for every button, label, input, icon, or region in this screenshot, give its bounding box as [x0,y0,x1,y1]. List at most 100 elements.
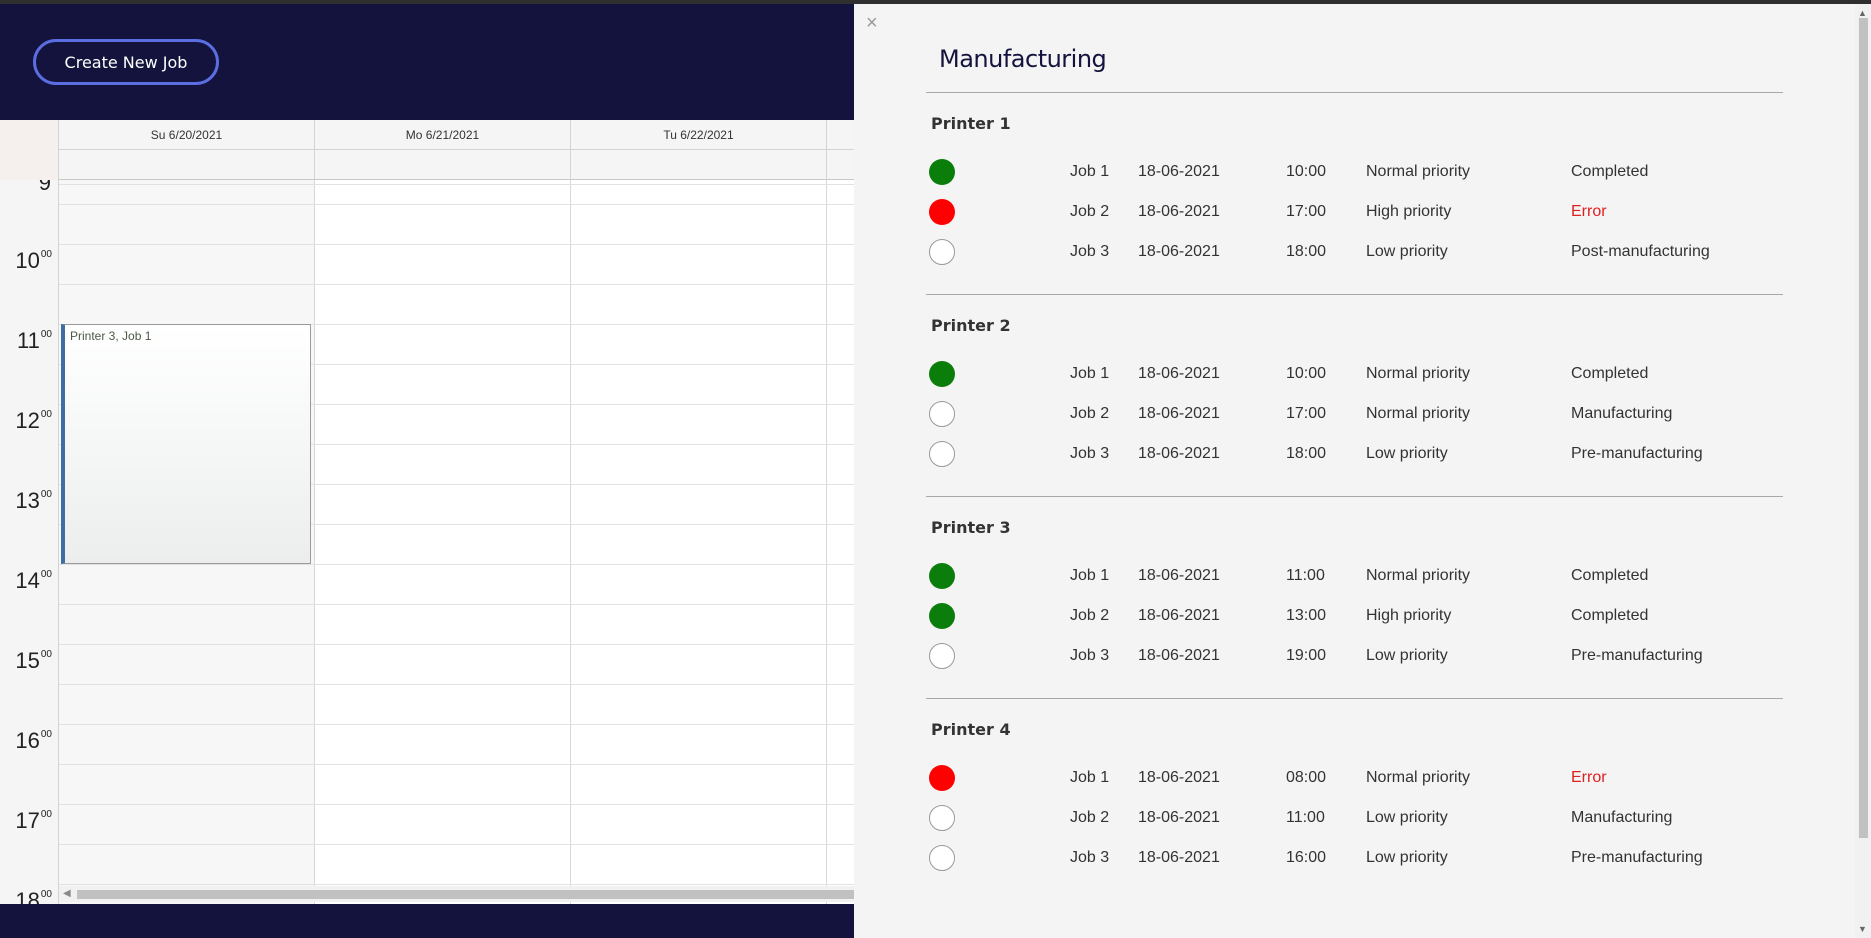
grid-line [59,364,854,365]
status-indicator-icon[interactable] [929,401,955,427]
job-row[interactable]: Job 2 18-06-2021 13:00 High priority Complet… [854,602,1854,634]
grid-line [59,604,854,605]
status-indicator-icon[interactable] [929,159,955,185]
day-header-next [827,120,854,150]
job-row[interactable]: Job 3 18-06-2021 18:00 Low priority Pre-manu… [854,440,1854,472]
job-priority: Normal priority [1366,405,1471,422]
day-header-tuesday[interactable]: Tu 6/22/2021 [571,120,827,150]
grid-line [59,684,854,685]
job-row[interactable]: Job 3 18-06-2021 16:00 Low priority Pre-manu… [854,844,1854,876]
close-icon[interactable]: × [866,12,878,34]
job-date: 18-06-2021 [1138,607,1220,624]
grid-line [59,844,854,845]
job-priority: Low priority [1366,647,1448,664]
job-time: 18:00 [1286,445,1327,462]
all-day-cell[interactable] [59,150,315,180]
section-divider [926,698,1783,699]
grid-line [59,204,854,205]
grid-line [59,884,854,885]
printer-name: Printer 4 [931,720,1011,739]
job-row[interactable]: Job 2 18-06-2021 17:00 High priority Error [854,198,1854,230]
status-indicator-icon[interactable] [929,239,955,265]
scroll-left-icon[interactable]: ◀ [63,888,71,899]
all-day-cell[interactable] [571,150,827,180]
job-row[interactable]: Job 2 18-06-2021 11:00 Low priority Manufact… [854,804,1854,836]
job-name: Job 3 [1070,243,1110,260]
calendar-event[interactable]: Printer 3, Job 1 [61,324,311,564]
job-date: 18-06-2021 [1138,203,1220,220]
job-priority: Low priority [1366,849,1448,866]
section-divider [926,294,1783,295]
job-time: 19:00 [1286,647,1327,664]
job-name: Job 1 [1070,567,1110,584]
job-time: 10:00 [1286,163,1327,180]
job-time: 17:00 [1286,203,1327,220]
job-date: 18-06-2021 [1138,567,1220,584]
job-date: 18-06-2021 [1138,163,1220,180]
manufacturing-panel: × Manufacturing Printer 1 Job 1 18-06-2021… [854,4,1871,938]
printer-name: Printer 3 [931,518,1011,537]
job-date: 18-06-2021 [1138,365,1220,382]
job-name: Job 2 [1070,405,1110,422]
day-column-monday[interactable] [315,180,571,904]
job-name: Job 3 [1070,445,1110,462]
job-row[interactable]: Job 1 18-06-2021 11:00 Normal priority Compl… [854,562,1854,594]
day-header-sunday[interactable]: Su 6/20/2021 [59,120,315,150]
job-row[interactable]: Job 1 18-06-2021 10:00 Normal priority Compl… [854,158,1854,190]
job-priority: High priority [1366,203,1452,220]
job-row[interactable]: Job 1 18-06-2021 10:00 Normal priority Compl… [854,360,1854,392]
scheduler-view: Create New Job Su 6/20/2021 Mo 6/21/2021… [0,4,854,938]
job-time: 11:00 [1286,567,1325,584]
status-indicator-icon[interactable] [929,563,955,589]
app-footer [0,904,854,938]
job-priority: Low priority [1366,243,1448,260]
status-indicator-icon[interactable] [929,361,955,387]
scroll-down-icon[interactable]: ▼ [1858,924,1867,934]
vertical-scrollbar[interactable]: ▲ ▼ [1855,4,1871,938]
grid-line [59,404,854,405]
job-priority: High priority [1366,607,1452,624]
hour-label: 1500 [15,648,52,673]
horizontal-scrollbar[interactable]: ◀ [59,886,854,902]
scroll-up-icon[interactable]: ▲ [1858,8,1867,18]
calendar-corner [0,120,59,180]
printer-name: Printer 2 [931,316,1011,335]
job-status: Completed [1571,607,1649,624]
scrollbar-thumb[interactable] [1859,18,1868,838]
job-row[interactable]: Job 3 18-06-2021 19:00 Low priority Pre-manu… [854,642,1854,674]
panel-title: Manufacturing [939,45,1107,73]
grid-line [59,644,854,645]
job-time: 17:00 [1286,405,1327,422]
status-indicator-icon[interactable] [929,199,955,225]
create-new-job-button[interactable]: Create New Job [33,39,219,85]
job-priority: Normal priority [1366,567,1471,584]
job-name: Job 1 [1070,163,1110,180]
grid-line [59,524,854,525]
day-column-tuesday[interactable] [571,180,827,904]
status-indicator-icon[interactable] [929,603,955,629]
status-indicator-icon[interactable] [929,441,955,467]
section-divider [926,496,1783,497]
status-indicator-icon[interactable] [929,643,955,669]
job-status: Pre-manufacturing [1571,647,1703,664]
job-name: Job 1 [1070,365,1110,382]
scrollbar-thumb[interactable] [77,890,854,899]
job-status: Manufacturing [1571,405,1673,422]
job-row[interactable]: Job 2 18-06-2021 17:00 Normal priority Manuf… [854,400,1854,432]
grid-line [59,804,854,805]
status-indicator-icon[interactable] [929,765,955,791]
job-row[interactable]: Job 1 18-06-2021 08:00 Normal priority Error [854,764,1854,796]
job-status: Error [1571,769,1607,786]
status-indicator-icon[interactable] [929,845,955,871]
job-time: 08:00 [1286,769,1327,786]
job-date: 18-06-2021 [1138,769,1220,786]
job-date: 18-06-2021 [1138,243,1220,260]
status-indicator-icon[interactable] [929,805,955,831]
all-day-cell[interactable] [315,150,571,180]
day-header-monday[interactable]: Mo 6/21/2021 [315,120,571,150]
day-column-next[interactable] [827,180,854,904]
all-day-cell[interactable] [827,150,854,180]
job-row[interactable]: Job 3 18-06-2021 18:00 Low priority Post-man… [854,238,1854,270]
grid-line [59,324,854,325]
hour-label: 1800 [15,888,52,905]
